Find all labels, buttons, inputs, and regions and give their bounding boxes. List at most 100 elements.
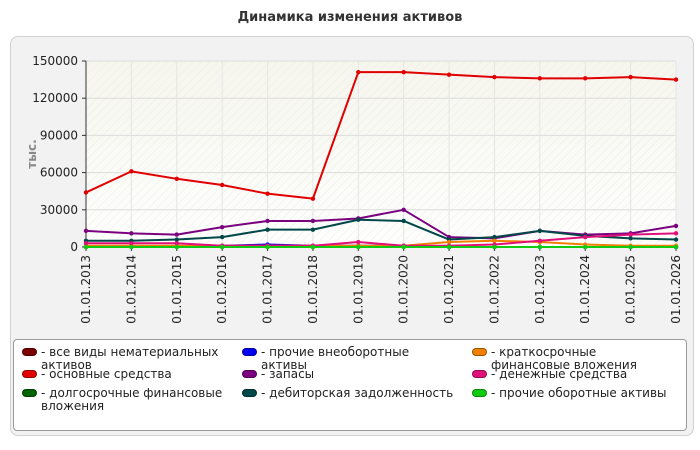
series-1: [83, 69, 679, 201]
x-tick-label: 01.01.2013: [79, 255, 93, 324]
data-point: [401, 244, 406, 250]
x-tick-label: 01.01.2020: [397, 255, 411, 324]
x-tick-label: 01.01.2023: [533, 255, 547, 324]
data-point: [537, 244, 543, 250]
legend-label: - денежные средства: [491, 367, 628, 381]
data-point: [356, 217, 361, 222]
data-point: [446, 72, 452, 77]
data-point: [310, 196, 316, 201]
series-line: [86, 239, 676, 247]
data-point: [174, 232, 179, 237]
data-point: [356, 69, 361, 75]
series-line: [85, 71, 677, 200]
data-point: [83, 228, 89, 234]
data-point: [310, 244, 316, 250]
series-line: [85, 208, 677, 240]
data-point: [356, 239, 361, 245]
x-tick-label: 01.01.2025: [624, 255, 638, 324]
data-point: [446, 239, 452, 245]
legend-swatch: [242, 389, 257, 397]
data-point: [401, 207, 406, 212]
data-point: [673, 237, 679, 242]
legend-label: - запасы: [261, 367, 315, 381]
x-tick-label: 01.01.2017: [261, 255, 275, 324]
chart-svg: 0 30000 60000 90000 120000 150000 01.01.2013 0…: [25, 54, 683, 324]
data-point: [628, 236, 633, 241]
legend-label: - прочие оборотные активы: [491, 386, 667, 400]
data-point: [673, 223, 679, 229]
data-point: [673, 77, 679, 82]
data-point: [492, 244, 497, 250]
x-tick-label: 01.01.2026: [669, 255, 683, 324]
data-point: [310, 218, 316, 224]
legend-swatch: [242, 370, 257, 378]
data-point: [83, 190, 89, 195]
data-point: [265, 218, 270, 224]
data-point: [356, 244, 361, 250]
data-point: [492, 234, 497, 240]
x-tick-label: 01.01.2022: [487, 255, 501, 324]
data-point: [129, 241, 134, 246]
x-tick-label: 01.01.2015: [170, 255, 184, 324]
y-axis-label: тыс.: [25, 139, 39, 168]
data-point: [673, 244, 679, 250]
series-8: [83, 244, 679, 250]
x-tick-label: 01.01.2018: [306, 255, 320, 324]
data-point: [83, 244, 89, 250]
data-point: [628, 74, 633, 80]
data-point: [537, 228, 543, 234]
data-point: [129, 244, 134, 250]
x-tick-label: 01.01.2019: [351, 255, 365, 324]
legend-label: - прочие внеоборотные активы: [261, 345, 410, 372]
data-point: [583, 234, 588, 240]
chart-title: Динамика изменения активов: [237, 10, 463, 25]
data-point: [129, 169, 134, 174]
y-tick-label: 30000: [40, 203, 78, 217]
legend-label: - все виды нематериальных активов: [41, 345, 219, 372]
data-point: [174, 176, 179, 181]
legend-swatch: [22, 370, 37, 378]
x-tick-label: 01.01.2024: [578, 255, 592, 324]
data-point: [492, 74, 497, 80]
data-point: [174, 237, 179, 242]
legend-swatch: [242, 348, 257, 356]
legend-label: - краткосрочные финансовые вложения: [491, 345, 637, 372]
data-point: [492, 238, 497, 243]
legend-swatch: [22, 389, 37, 397]
legend-swatch: [22, 348, 37, 356]
data-point: [219, 234, 225, 240]
data-point: [310, 227, 316, 232]
y-tick-label: 120000: [32, 91, 78, 105]
y-tick-label: 60000: [40, 166, 78, 180]
data-point: [583, 244, 588, 250]
data-point: [265, 244, 270, 250]
legend-label: - долгосрочные финансовые вложения: [41, 386, 223, 413]
data-point: [265, 227, 270, 232]
y-tick-label: 150000: [32, 54, 78, 68]
data-point: [628, 232, 633, 237]
data-point: [673, 231, 679, 236]
y-tick-label: 0: [70, 240, 78, 254]
data-point: [174, 241, 179, 246]
data-point: [537, 238, 543, 243]
plot-hatch: [86, 61, 676, 247]
series-line: [86, 232, 677, 247]
data-point: [219, 182, 225, 188]
data-point: [537, 76, 543, 81]
data-point: [174, 244, 179, 250]
series-line: [86, 218, 677, 242]
x-tick-label: 01.01.2021: [442, 255, 456, 324]
x-tick-label: 01.01.2016: [215, 255, 229, 324]
data-point: [83, 241, 89, 246]
data-point: [401, 218, 406, 224]
data-point: [265, 191, 270, 196]
legend-swatch: [472, 389, 487, 397]
chart-legend: - все виды нематериальных активов - основ…: [13, 339, 687, 431]
data-point: [401, 69, 406, 75]
data-point: [583, 76, 588, 81]
data-point: [628, 244, 633, 250]
legend-swatch: [472, 348, 487, 356]
data-point: [129, 231, 134, 236]
x-tick-label: 01.01.2014: [124, 255, 138, 324]
legend-swatch: [472, 370, 487, 378]
